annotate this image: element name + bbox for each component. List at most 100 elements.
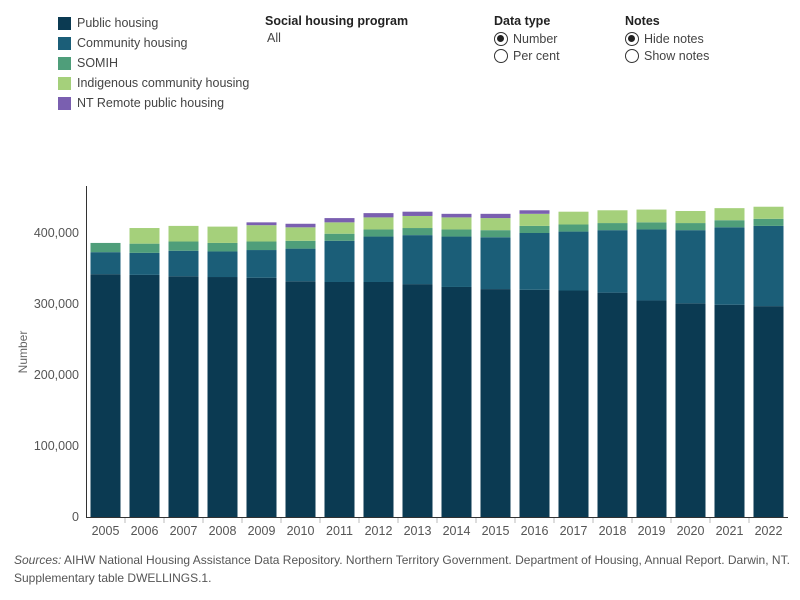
bar-segment[interactable] bbox=[714, 304, 745, 517]
legend-item-community-housing[interactable]: Community housing bbox=[58, 33, 249, 53]
bar-segment[interactable] bbox=[675, 230, 706, 304]
bar-segment[interactable] bbox=[363, 213, 394, 218]
bar-segment[interactable] bbox=[285, 240, 316, 249]
bar-segment[interactable] bbox=[753, 206, 784, 219]
x-tick-label: 2009 bbox=[248, 524, 276, 538]
bar-segment[interactable] bbox=[714, 220, 745, 228]
bar-segment[interactable] bbox=[129, 228, 160, 244]
bar-segment[interactable] bbox=[636, 300, 667, 517]
bar-segment[interactable] bbox=[246, 250, 277, 278]
bar-segment[interactable] bbox=[519, 225, 550, 233]
program-filter-select[interactable]: All bbox=[267, 31, 281, 45]
bar-segment[interactable] bbox=[675, 223, 706, 231]
bar-segment[interactable] bbox=[207, 242, 238, 252]
bar-segment[interactable] bbox=[636, 222, 667, 230]
bar-segment[interactable] bbox=[324, 222, 355, 234]
data-type-percent-radio[interactable]: Per cent bbox=[494, 47, 560, 64]
bar-segment[interactable] bbox=[441, 236, 472, 287]
bar-segment[interactable] bbox=[246, 222, 277, 226]
x-tick-label: 2016 bbox=[521, 524, 549, 538]
bar-segment[interactable] bbox=[597, 230, 628, 293]
bar-segment[interactable] bbox=[324, 281, 355, 517]
bar-segment[interactable] bbox=[636, 209, 667, 223]
bar-segment[interactable] bbox=[246, 241, 277, 251]
bar-segment[interactable] bbox=[285, 223, 316, 228]
bar-segment[interactable] bbox=[519, 210, 550, 214]
data-type-number-radio[interactable]: Number bbox=[494, 30, 560, 47]
bar-segment[interactable] bbox=[285, 248, 316, 282]
bar-segment[interactable] bbox=[597, 210, 628, 224]
legend-item-nt-remote-public-housing[interactable]: NT Remote public housing bbox=[58, 93, 249, 113]
bar-segment[interactable] bbox=[207, 226, 238, 243]
bar-segment[interactable] bbox=[480, 237, 511, 290]
bar-segment[interactable] bbox=[207, 277, 238, 517]
bar-segment[interactable] bbox=[285, 281, 316, 517]
legend-item-somih[interactable]: SOMIH bbox=[58, 53, 249, 73]
legend-item-public-housing[interactable]: Public housing bbox=[58, 13, 249, 33]
bar-segment[interactable] bbox=[402, 235, 433, 285]
bar-segment[interactable] bbox=[324, 233, 355, 241]
radio-selected-icon[interactable] bbox=[625, 31, 639, 46]
bar-segment[interactable] bbox=[714, 227, 745, 305]
bar-segment[interactable] bbox=[324, 240, 355, 282]
bar-segment[interactable] bbox=[480, 213, 511, 219]
bar-segment[interactable] bbox=[246, 225, 277, 242]
bar-segment[interactable] bbox=[363, 229, 394, 237]
bar-segment[interactable] bbox=[519, 213, 550, 226]
bar-segment[interactable] bbox=[129, 274, 160, 517]
bar-segment[interactable] bbox=[363, 236, 394, 282]
bar-segment[interactable] bbox=[402, 284, 433, 517]
bar-segment[interactable] bbox=[753, 218, 784, 226]
bar-segment[interactable] bbox=[168, 241, 199, 251]
bar-segment[interactable] bbox=[480, 289, 511, 517]
bar-segment[interactable] bbox=[402, 215, 433, 229]
bar-segment[interactable] bbox=[246, 277, 277, 517]
bar-segment[interactable] bbox=[90, 274, 121, 517]
bar-segment[interactable] bbox=[597, 292, 628, 517]
x-tick-label: 2006 bbox=[131, 524, 159, 538]
notes-filter: Notes Hide notes Show notes bbox=[625, 13, 709, 64]
bar-segment[interactable] bbox=[558, 290, 589, 517]
bar-segment[interactable] bbox=[363, 281, 394, 517]
bar-segment[interactable] bbox=[441, 217, 472, 230]
bar-segment[interactable] bbox=[90, 252, 121, 275]
notes-hide-radio[interactable]: Hide notes bbox=[625, 30, 709, 47]
bar-segment[interactable] bbox=[363, 217, 394, 230]
bar-segment[interactable] bbox=[558, 211, 589, 225]
bar-segment[interactable] bbox=[441, 213, 472, 218]
bar-segment[interactable] bbox=[324, 218, 355, 223]
bar-segment[interactable] bbox=[519, 289, 550, 517]
notes-show-radio[interactable]: Show notes bbox=[625, 47, 709, 64]
bar-segment[interactable] bbox=[441, 286, 472, 517]
bar-segment[interactable] bbox=[480, 218, 511, 231]
bar-segment[interactable] bbox=[714, 208, 745, 221]
bar-segment[interactable] bbox=[285, 227, 316, 241]
bar-segment[interactable] bbox=[129, 252, 160, 275]
bar-segment[interactable] bbox=[558, 231, 589, 291]
radio-unselected-icon[interactable] bbox=[494, 48, 508, 63]
bar-segment[interactable] bbox=[90, 242, 121, 253]
bar-segment[interactable] bbox=[519, 233, 550, 290]
bar-segment[interactable] bbox=[636, 229, 667, 301]
bar-segment[interactable] bbox=[558, 224, 589, 232]
bar-segment[interactable] bbox=[129, 243, 160, 253]
bar-segment[interactable] bbox=[402, 228, 433, 236]
bar-segment[interactable] bbox=[675, 210, 706, 224]
bar-segment[interactable] bbox=[597, 223, 628, 231]
radio-selected-icon[interactable] bbox=[494, 31, 508, 46]
bar-segment[interactable] bbox=[753, 225, 784, 307]
legend-item-indigenous-community-housing[interactable]: Indigenous community housing bbox=[58, 73, 249, 93]
y-tick-label: 100,000 bbox=[34, 439, 79, 453]
bar-segment[interactable] bbox=[753, 306, 784, 517]
bar-segment[interactable] bbox=[168, 250, 199, 277]
bar-segment[interactable] bbox=[480, 230, 511, 238]
bar-segment[interactable] bbox=[675, 303, 706, 517]
bar-segment[interactable] bbox=[441, 229, 472, 237]
bar-segment[interactable] bbox=[168, 276, 199, 517]
x-tick-label: 2008 bbox=[209, 524, 237, 538]
bar-segment[interactable] bbox=[207, 251, 238, 278]
bar-segment[interactable] bbox=[402, 211, 433, 216]
bar-segment[interactable] bbox=[168, 225, 199, 242]
radio-label: Number bbox=[513, 31, 558, 46]
radio-unselected-icon[interactable] bbox=[625, 48, 639, 63]
